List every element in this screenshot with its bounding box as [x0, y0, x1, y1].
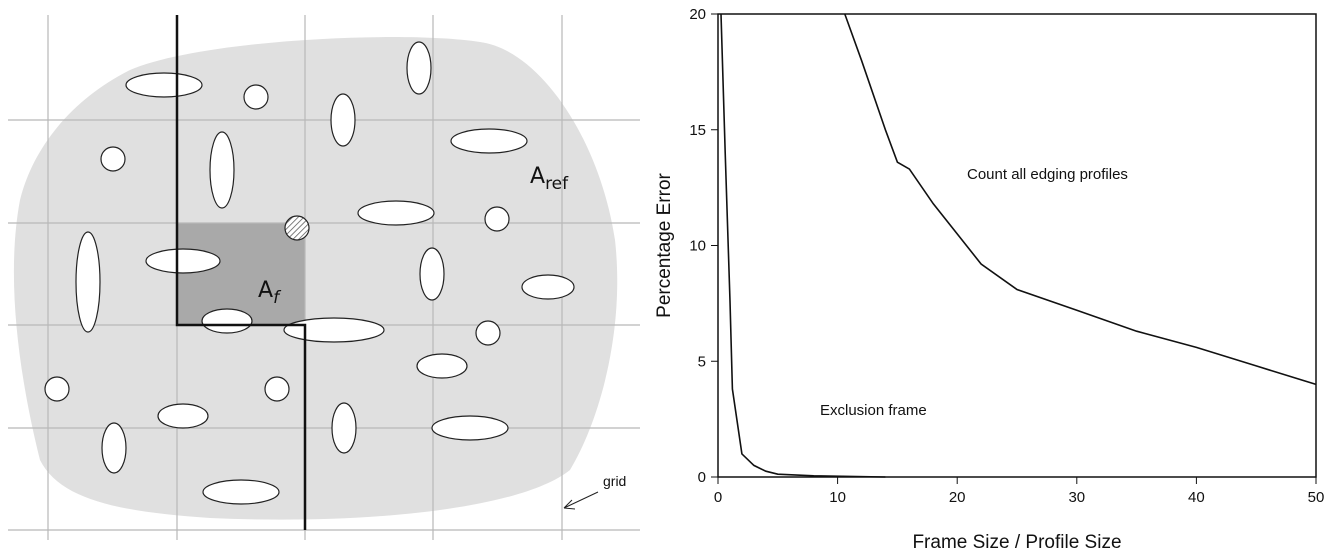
profile [75, 231, 101, 333]
y-tick-label: 0 [698, 469, 706, 486]
y-tick-label: 15 [689, 122, 706, 139]
profile [406, 41, 432, 95]
profile [209, 131, 235, 209]
profile [484, 206, 510, 232]
plot-frame [717, 13, 1317, 478]
x-tick-label: 0 [714, 489, 722, 506]
profile [330, 93, 356, 147]
profile [419, 247, 445, 301]
profile [416, 353, 468, 379]
profile [101, 422, 127, 474]
y-axis-label: Percentage Error [654, 172, 675, 317]
profile [264, 376, 290, 402]
series-line [720, 13, 886, 478]
exclusion-lines [175, 15, 307, 530]
chart: 0 5 10 15 20 0 10 20 30 40 50 Frame Size / Profile … [654, 6, 1324, 553]
y-tick-label: 10 [689, 238, 706, 255]
frame-area [177, 223, 305, 325]
profile [157, 403, 209, 429]
profile [521, 274, 575, 300]
profile [431, 415, 509, 441]
profile [357, 200, 435, 226]
profile [100, 146, 126, 172]
profile [283, 317, 385, 343]
profile [243, 84, 269, 110]
profile [125, 72, 203, 98]
y-tick-label: 5 [698, 353, 706, 370]
x-axis-label: Frame Size / Profile Size [912, 532, 1121, 553]
profile [331, 402, 357, 454]
x-tick-label: 40 [1188, 489, 1205, 506]
x-tick-label: 10 [829, 489, 846, 506]
x-tick-label: 30 [1068, 489, 1085, 506]
grid-label: grid [603, 473, 626, 489]
a-f-label: Af [258, 278, 282, 308]
profile [44, 376, 70, 402]
profile [145, 248, 221, 274]
profile [202, 479, 280, 505]
diagram: Aref Af grid [8, 15, 640, 540]
x-tick-label: 20 [949, 489, 966, 506]
annotation: Count all edging profiles [967, 166, 1128, 183]
grid-arrow [563, 491, 599, 510]
profile [201, 308, 253, 334]
x-tick-label: 50 [1308, 489, 1325, 506]
reference-area [13, 37, 618, 520]
hatched-profile [284, 215, 310, 241]
profile [475, 320, 501, 346]
profile [450, 128, 528, 154]
annotation: Exclusion frame [820, 402, 927, 419]
profiles [44, 41, 575, 505]
series-line [844, 13, 1317, 386]
y-tick-label: 20 [689, 6, 706, 23]
a-ref-label: Aref [530, 164, 569, 194]
